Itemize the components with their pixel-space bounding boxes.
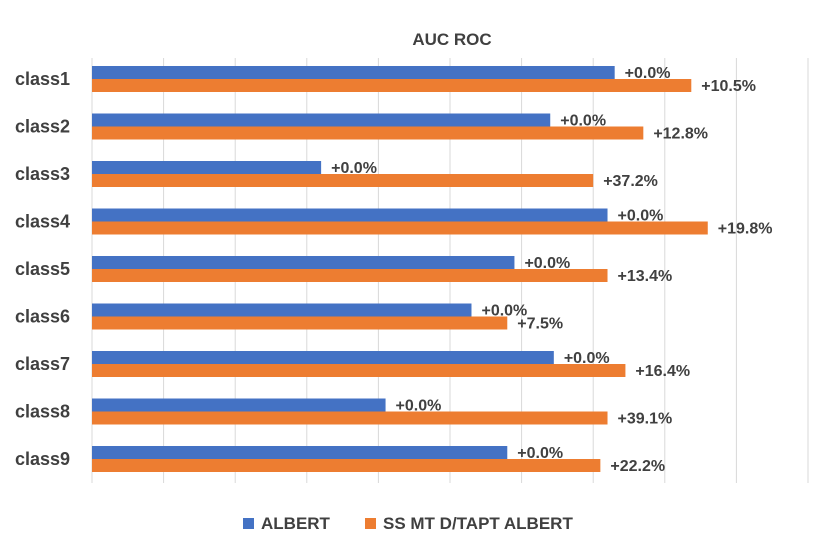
legend-swatch — [243, 518, 254, 529]
data-label: +0.0% — [618, 208, 664, 225]
bar-ss-mt-dtapt-albert — [92, 126, 644, 140]
category-label: class9 — [15, 449, 70, 469]
bar-albert — [92, 208, 608, 222]
bar-albert — [92, 66, 615, 79]
bar-albert — [92, 113, 551, 127]
category-label: class5 — [15, 259, 70, 279]
category-label: class6 — [15, 307, 70, 327]
legend-label: ALBERT — [261, 514, 331, 533]
bar-albert — [92, 398, 386, 412]
data-label: +0.0% — [481, 303, 527, 320]
bar-ss-mt-dtapt-albert — [92, 364, 626, 377]
category-label: class7 — [15, 354, 70, 374]
category-label: class2 — [15, 117, 70, 137]
data-label: +10.5% — [701, 78, 756, 95]
bar-ss-mt-dtapt-albert — [92, 316, 508, 330]
legend: ALBERT SS MT D/TAPT ALBERT — [243, 514, 573, 533]
category-label: class1 — [15, 69, 70, 89]
legend-label: SS MT D/TAPT ALBERT — [383, 514, 573, 533]
data-label: +0.0% — [524, 255, 570, 272]
bar-albert — [92, 303, 472, 317]
category-label: class3 — [15, 164, 70, 184]
data-label: +0.0% — [331, 160, 377, 177]
data-label: +0.0% — [625, 65, 671, 82]
bar-albert — [92, 161, 322, 174]
data-label: +0.0% — [517, 445, 563, 462]
bar-albert — [92, 256, 515, 269]
bar-ss-mt-dtapt-albert — [92, 411, 608, 425]
data-label: +16.4% — [635, 363, 690, 380]
data-label: +7.5% — [517, 316, 563, 333]
category-label: class8 — [15, 402, 70, 422]
data-label: +0.0% — [560, 113, 606, 130]
bar-ss-mt-dtapt-albert — [92, 221, 708, 235]
bar-ss-mt-dtapt-albert — [92, 174, 594, 187]
data-label: +12.8% — [653, 126, 708, 143]
data-label: +22.2% — [610, 458, 665, 475]
category-labels: class1 class2 class3 class4 class5 class6 clas… — [15, 69, 70, 469]
bar-ss-mt-dtapt-albert — [92, 269, 608, 282]
category-label: class4 — [15, 212, 70, 232]
legend-swatch — [365, 518, 376, 529]
data-label: +19.8% — [718, 221, 773, 238]
bars — [92, 66, 708, 472]
bar-ss-mt-dtapt-albert — [92, 459, 601, 472]
data-label: +39.1% — [618, 411, 673, 428]
data-label: +13.4% — [618, 268, 673, 285]
bar-albert — [92, 351, 554, 364]
data-label: +0.0% — [564, 350, 610, 367]
data-label: +0.0% — [396, 398, 442, 415]
chart-title: AUC ROC — [412, 30, 491, 49]
bar-albert — [92, 446, 508, 459]
data-labels: +0.0% +10.5% +0.0% +12.8% +0.0% +37.2% +0.0% +1… — [331, 65, 772, 475]
bar-ss-mt-dtapt-albert — [92, 79, 692, 92]
data-label: +37.2% — [603, 173, 658, 190]
